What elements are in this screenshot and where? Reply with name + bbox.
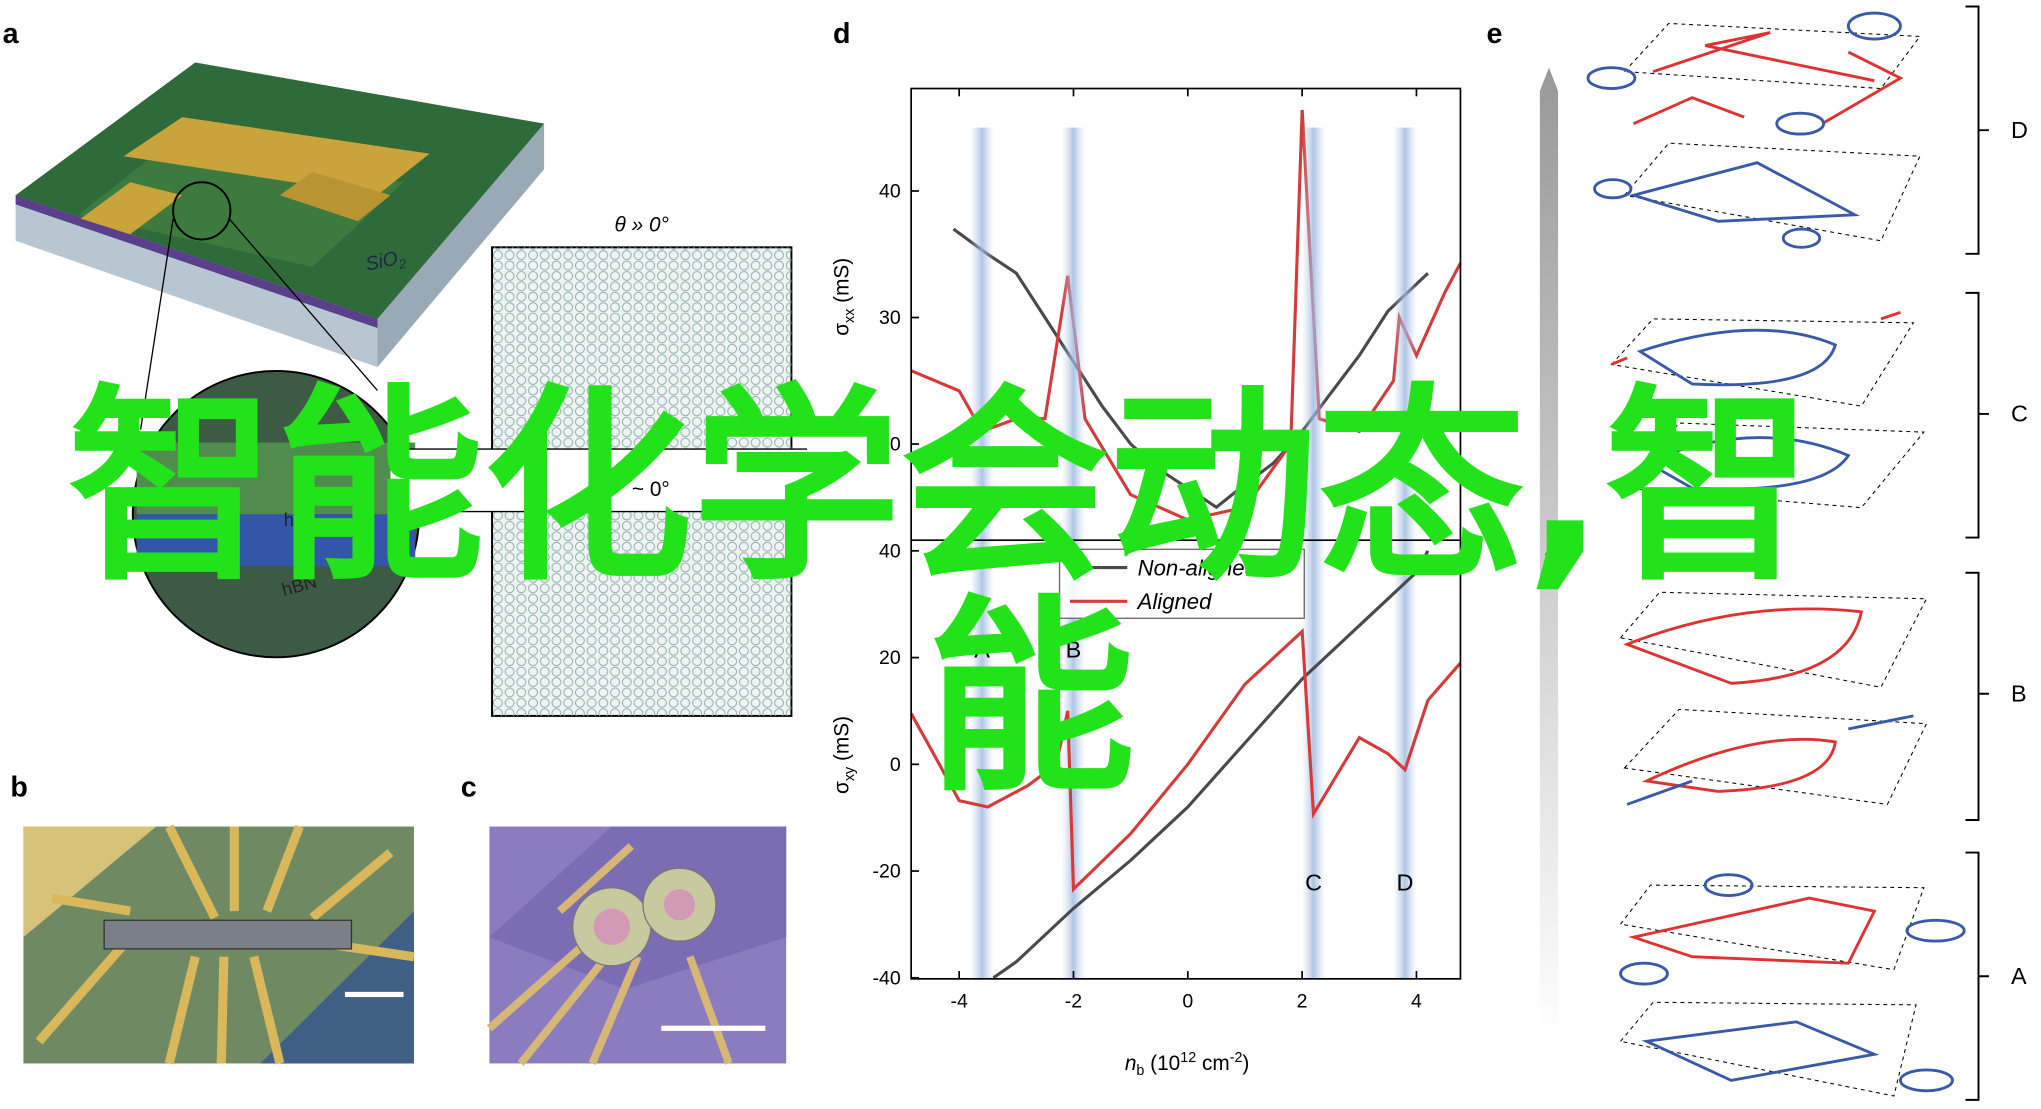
x-tick-label: 4 bbox=[1411, 990, 1422, 1012]
panel-label: d bbox=[833, 18, 851, 50]
micrograph bbox=[486, 826, 787, 1066]
plot-frame bbox=[910, 87, 1462, 980]
y-axis-label: σxy (mS) bbox=[831, 716, 858, 794]
band bbox=[970, 127, 994, 979]
bracket-label: D bbox=[2011, 117, 2028, 143]
legend-label: Non-aligned bbox=[1138, 555, 1258, 580]
layer-label: h N bbox=[284, 510, 312, 530]
arrow-label: n bbox=[1539, 551, 1562, 563]
line bbox=[952, 227, 1429, 510]
bracket-label: C bbox=[2011, 401, 2028, 427]
y-tick-label: 40 bbox=[879, 540, 901, 562]
band-label: D bbox=[1397, 869, 1414, 895]
micrograph bbox=[23, 824, 415, 1065]
y-tick-label: 20 bbox=[879, 434, 901, 456]
legend-label: Aligned bbox=[1136, 589, 1212, 614]
y-tick-label: 20 bbox=[879, 647, 901, 669]
bracket-label: B bbox=[2011, 681, 2027, 707]
band-diagrams: n D C B A bbox=[1539, 5, 2028, 1101]
x-tick-label: 2 bbox=[1297, 990, 1308, 1012]
y-tick-label: 40 bbox=[879, 180, 901, 202]
legend bbox=[1058, 548, 1305, 619]
y-tick-label: -20 bbox=[873, 861, 901, 883]
overlay-line: 能 bbox=[927, 579, 1135, 821]
transport-chart: σxx (mS) σxy (mS) nb (1012 cm-2) 203040A… bbox=[831, 87, 1462, 1079]
y-axis-label: σxx (mS) bbox=[831, 258, 858, 336]
line bbox=[992, 550, 1430, 980]
x-tick-label: 0 bbox=[1182, 990, 1193, 1012]
x-tick-label: -2 bbox=[1065, 990, 1082, 1012]
panel-label: a bbox=[3, 18, 20, 50]
band-label: B bbox=[1066, 636, 1082, 662]
band-label: C bbox=[1305, 869, 1322, 895]
bracket-label: A bbox=[2011, 963, 2027, 989]
overlay-text: 智能化学会动态,智 能 bbox=[68, 368, 1813, 821]
angle-label: ~ 0° bbox=[632, 478, 670, 501]
device-illustration: SiO2 h N hBN θ » 0° ~ 0° bbox=[15, 62, 808, 717]
y-tick-label: 30 bbox=[879, 307, 901, 329]
line bbox=[909, 628, 1462, 893]
angle-label: θ » 0° bbox=[615, 214, 669, 237]
y-tick-label: 0 bbox=[890, 754, 901, 776]
y-tick-label: -40 bbox=[873, 967, 901, 989]
x-tick-label: -4 bbox=[950, 990, 967, 1012]
panel-label: b bbox=[10, 772, 28, 804]
band bbox=[1301, 127, 1326, 979]
band-label: A bbox=[974, 636, 990, 662]
panel-label: c bbox=[461, 772, 477, 804]
x-axis-label: nb (1012 cm-2) bbox=[1125, 1050, 1250, 1079]
overlay-line: 智能化学会动态,智 bbox=[68, 368, 1813, 610]
panel-label: e bbox=[1486, 18, 1502, 50]
